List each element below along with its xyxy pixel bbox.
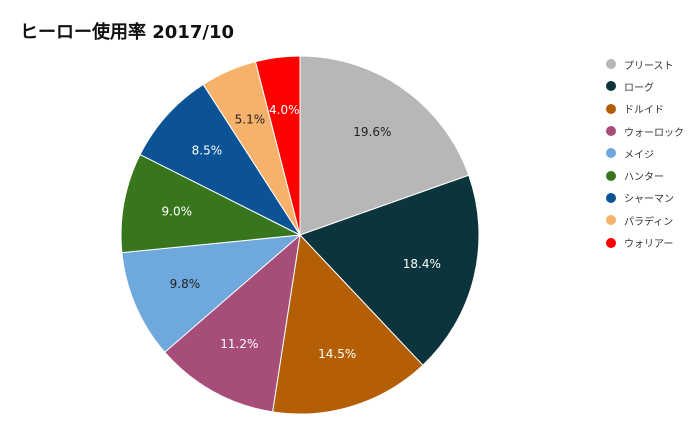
pie-slice-1 [299, 174, 480, 366]
slice-label-8: 4.0% [269, 103, 300, 117]
legend-label-8: ウォリアー [624, 239, 674, 251]
pie-slice-6 [139, 83, 302, 237]
legend-label-6: シャーマン [624, 194, 674, 206]
legend-swatch-7 [606, 215, 616, 226]
legend-swatch-3 [606, 126, 616, 137]
legend-swatch-0 [606, 59, 616, 70]
legend: プリーストローグドルイドウォーロック メイジハンターシャーマンパラディンウォリアー [606, 53, 684, 254]
slice-label-6: 8.5% [192, 144, 223, 158]
legend-item-3: ウォーロック [606, 120, 684, 142]
pie-slice-8 [254, 55, 301, 236]
slice-label-3: 11.2% [220, 337, 258, 351]
legend-item-2: ドルイド [606, 98, 684, 120]
legend-label-0: プリースト [624, 60, 674, 72]
pie-slice-3 [164, 233, 301, 413]
legend-item-0: プリースト [606, 53, 684, 75]
pie-slice-0 [299, 55, 470, 236]
legend-item-7: パラディン [606, 209, 684, 231]
legend-label-2: ドルイド [624, 105, 664, 117]
slice-label-4: 9.8% [170, 277, 201, 291]
slice-label-5: 9.0% [162, 205, 193, 219]
slice-label-7: 5.1% [235, 113, 266, 127]
legend-swatch-4 [606, 148, 616, 159]
legend-swatch-2 [606, 103, 616, 114]
pie-slice-5 [120, 153, 302, 254]
legend-label-1: ローグ [624, 82, 654, 94]
legend-item-1: ローグ [606, 75, 684, 97]
legend-label-3: ウォーロック [624, 127, 684, 139]
legend-item-4: メイジ [606, 142, 684, 164]
legend-swatch-5 [606, 170, 616, 181]
chart-title: ヒーロー使用率 2017/10 [20, 22, 234, 43]
pie-slice-4 [121, 234, 302, 353]
slice-label-2: 14.5% [318, 347, 356, 361]
legend-item-6: シャーマン [606, 187, 684, 209]
legend-swatch-6 [606, 192, 616, 203]
legend-item-8: ウォリアー [606, 231, 684, 253]
legend-label-5: ハンター [624, 172, 664, 184]
legend-label-7: パラディン [624, 216, 674, 228]
slice-label-1: 18.4% [403, 257, 441, 271]
pie-slice-2 [272, 233, 424, 415]
legend-swatch-1 [606, 81, 616, 92]
slice-label-0: 19.6% [353, 125, 391, 139]
legend-label-4: メイジ [624, 149, 654, 161]
legend-swatch-8 [606, 237, 616, 248]
legend-item-5: ハンター [606, 164, 684, 186]
